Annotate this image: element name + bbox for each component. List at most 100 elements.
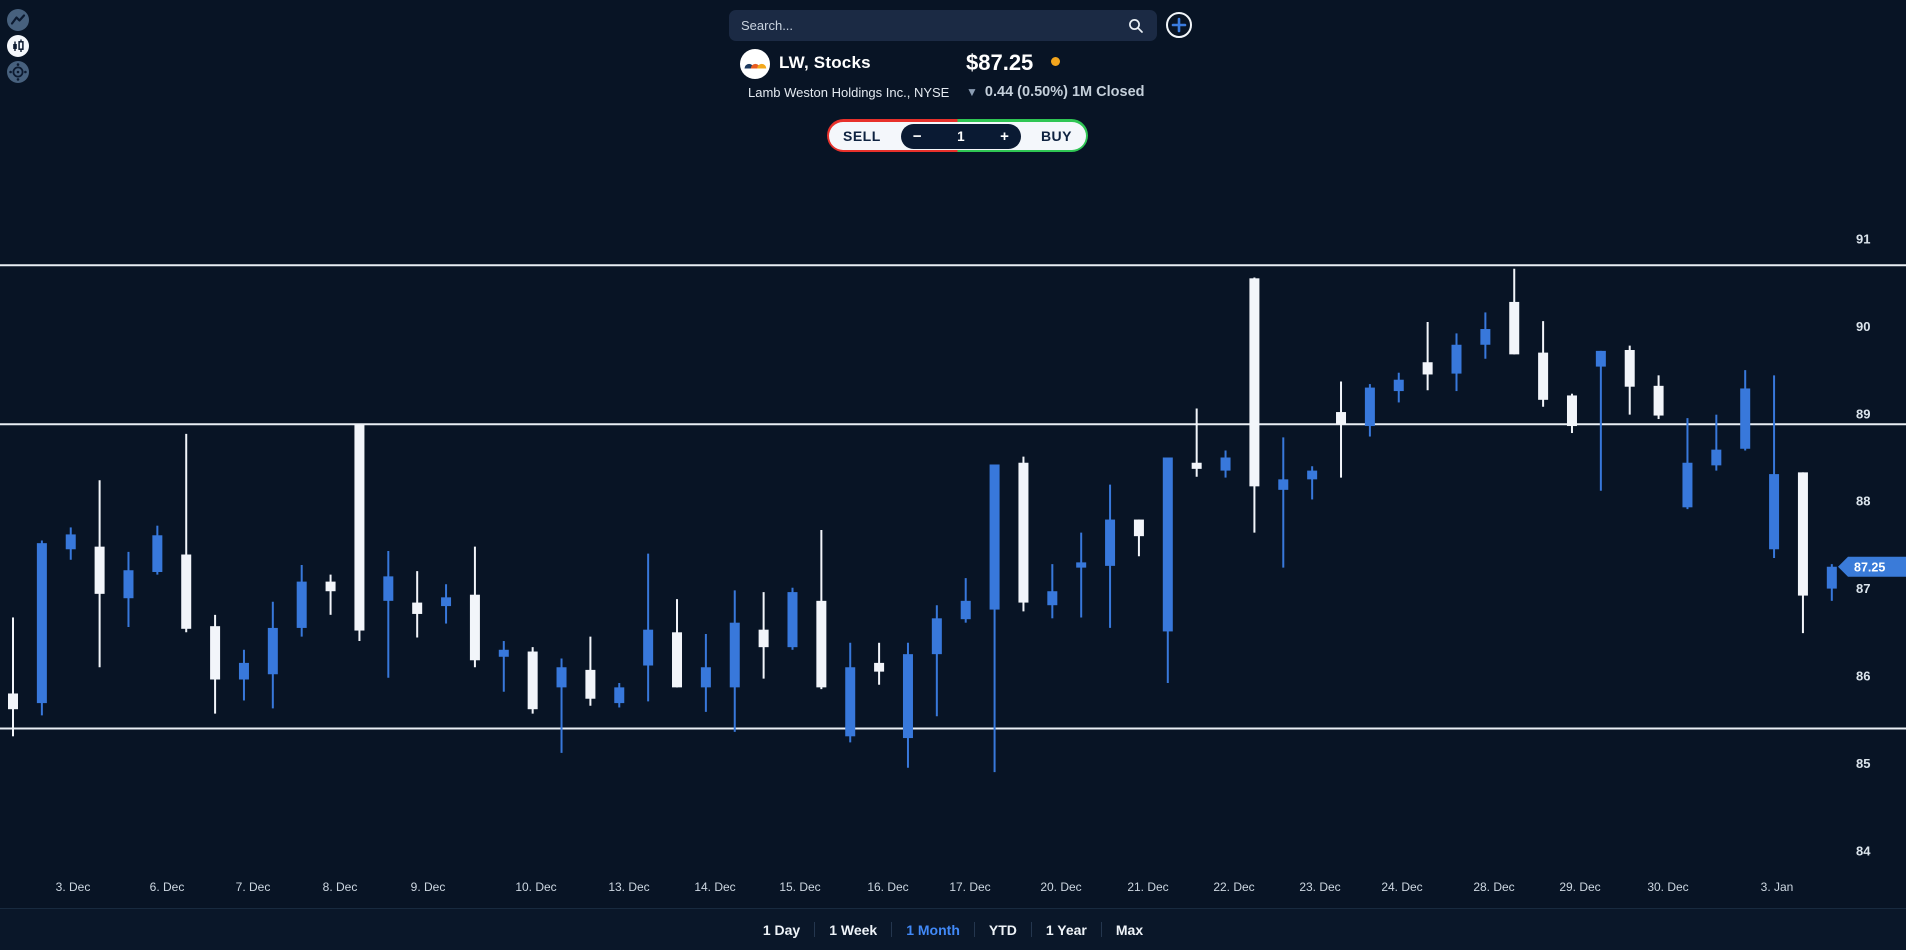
date-label: 23. Dec [1299, 880, 1340, 894]
crosshair-button[interactable] [7, 61, 29, 83]
add-circle-icon [1166, 12, 1192, 38]
candle-body [1480, 329, 1491, 345]
tab-separator [973, 922, 975, 937]
date-label: 22. Dec [1213, 880, 1254, 894]
tab-separator [891, 922, 893, 937]
add-instrument-button[interactable] [1165, 11, 1193, 39]
date-label: 21. Dec [1127, 880, 1168, 894]
candle-body [1105, 519, 1116, 566]
candle-body [1769, 474, 1780, 550]
candle-body [152, 535, 163, 572]
candle-body [1393, 379, 1404, 392]
candle-body [469, 594, 480, 661]
candle-body [412, 602, 423, 614]
sell-button[interactable]: SELL [843, 128, 881, 144]
footer-bar: 1 Day 1 Week 1 Month YTD 1 Year Max [0, 908, 1906, 950]
candle-body [1740, 388, 1751, 449]
candle-body [585, 669, 596, 699]
quantity-value: 1 [957, 128, 965, 144]
candle-body [1191, 462, 1202, 469]
candle-body [354, 424, 365, 631]
date-label: 30. Dec [1647, 880, 1688, 894]
candle-body [931, 618, 942, 655]
instrument-logo [740, 49, 770, 79]
price-tick-label: 90 [1856, 319, 1870, 334]
candle-body [614, 687, 625, 704]
candlestick-chart-icon [13, 39, 24, 52]
date-label: 3. Jan [1761, 880, 1794, 894]
instrument-title: LW, Stocks [779, 53, 871, 72]
change-value: 0.44 (0.50%) [984, 84, 1068, 100]
tab-1-year[interactable]: 1 Year [1045, 921, 1087, 938]
candle-body [816, 600, 827, 688]
candle-body [210, 626, 221, 680]
candle-body [94, 546, 105, 594]
search-icon [1129, 18, 1143, 33]
candle-body [296, 581, 307, 628]
search-bar[interactable] [729, 10, 1157, 41]
date-label: 17. Dec [949, 880, 990, 894]
lamb-weston-logo-icon [740, 49, 770, 79]
candle-body [1451, 344, 1462, 374]
down-arrow-icon: ▼ [966, 85, 978, 99]
candle-body [527, 651, 538, 710]
date-label: 15. Dec [779, 880, 820, 894]
candle-body [989, 464, 1000, 610]
price-tick-label: 87 [1856, 581, 1870, 596]
quantity-decrease-button[interactable]: − [912, 127, 922, 145]
date-label: 3. Dec [56, 880, 91, 894]
quantity-stepper[interactable]: − 1 + [900, 123, 1021, 149]
buy-button[interactable]: BUY [1040, 128, 1072, 144]
candle-body [1826, 566, 1837, 589]
quantity-increase-button[interactable]: + [1000, 127, 1009, 145]
candle-body [672, 632, 683, 688]
tab-1-month[interactable]: 1 Month [906, 921, 960, 938]
candle-body [123, 570, 134, 599]
instrument-subtitle: Lamb Weston Holdings Inc., NYSE [748, 85, 950, 100]
date-label: 7. Dec [236, 880, 271, 894]
tab-max[interactable]: Max [1115, 921, 1144, 938]
date-label: 14. Dec [694, 880, 735, 894]
candle-body [1566, 395, 1577, 427]
candle-body [1278, 479, 1289, 490]
candle-body [729, 622, 740, 688]
candle-body [1249, 278, 1260, 487]
candle-body [1018, 462, 1029, 603]
candle-body [1653, 385, 1664, 416]
candle-body [238, 662, 249, 680]
date-label: 8. Dec [323, 880, 358, 894]
candlestick-chart-button[interactable] [7, 35, 29, 57]
tab-ytd[interactable]: YTD [988, 921, 1017, 938]
candle-body [1220, 457, 1231, 471]
candle-body [643, 629, 654, 666]
candle-body [1364, 387, 1375, 427]
candle-body [1047, 591, 1058, 606]
candle-body [1422, 362, 1433, 375]
date-label: 16. Dec [867, 880, 908, 894]
candle-body [1076, 562, 1087, 568]
search-input[interactable] [741, 18, 1127, 33]
tab-separator [814, 922, 816, 937]
current-price-tag-label: 87.25 [1854, 560, 1885, 574]
instrument-price: $87.25 [966, 50, 1034, 75]
price-tick-label: 84 [1856, 843, 1871, 858]
candle-body [1336, 412, 1347, 425]
date-label: 6. Dec [150, 880, 185, 894]
candle-body [1711, 449, 1722, 466]
candle-body [498, 649, 509, 657]
tab-1-day[interactable]: 1 Day [762, 921, 801, 938]
tab-separator [1100, 922, 1102, 937]
price-change: ▼ 0.44 (0.50%) 1M Closed [966, 84, 1145, 100]
crosshair-icon [9, 63, 27, 81]
trade-widget-inner: SELL − 1 + BUY [829, 122, 1086, 150]
candle-body [1133, 519, 1144, 537]
candle-body [383, 576, 394, 601]
candle-body [1624, 349, 1635, 387]
candle-body [845, 667, 856, 737]
candle-body [960, 600, 971, 620]
tab-1-week[interactable]: 1 Week [829, 921, 878, 938]
candle-body [1307, 470, 1318, 480]
line-chart-button[interactable] [7, 9, 29, 31]
